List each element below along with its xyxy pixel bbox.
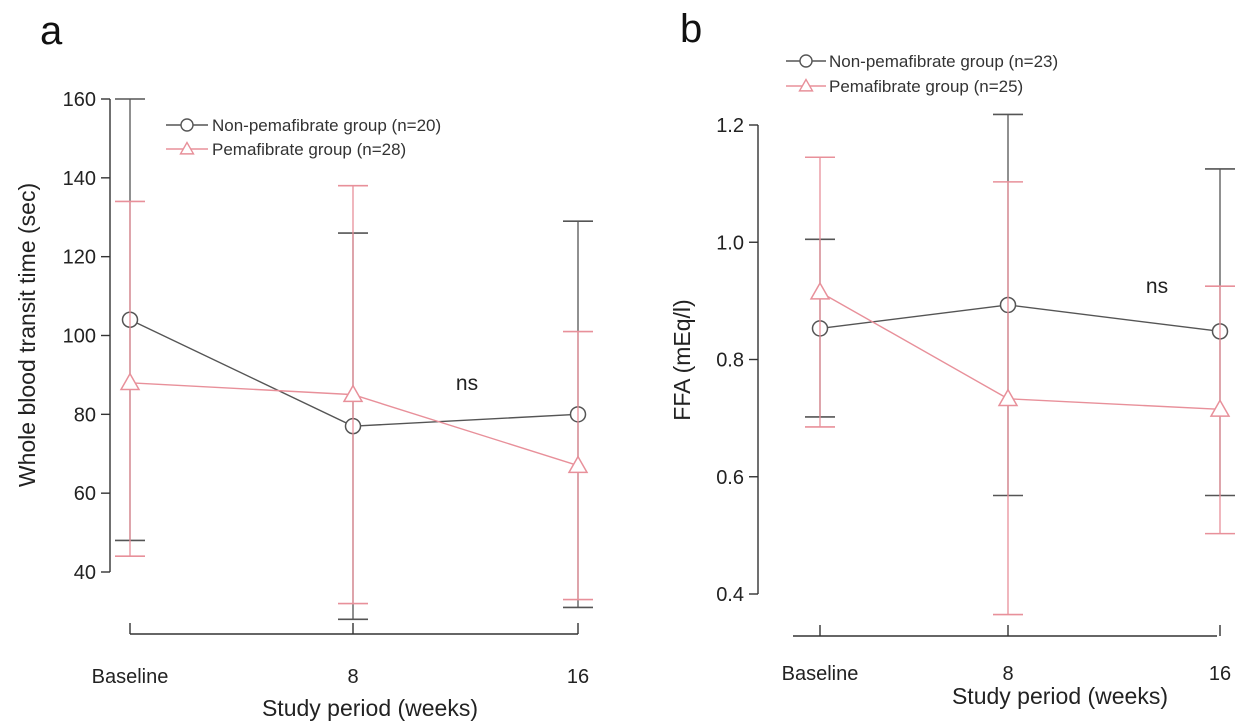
- legend-marker-triangle: [179, 141, 195, 155]
- legend-label: Pemafibrate group (n=25): [829, 77, 1023, 96]
- data-point-triangle: [119, 372, 141, 391]
- x-tick-label: Baseline: [92, 666, 169, 688]
- x-axis-title: Study period (weeks): [262, 695, 478, 721]
- y-tick-label: 160: [63, 89, 96, 111]
- chart-panel-b: b 0.4 0.6 0.8 1.0 1.2 FFA (mEq/l) Baseline 8 16 St…: [669, 7, 1235, 709]
- y-tick-label: 0.8: [716, 350, 744, 372]
- panel-label: a: [40, 9, 63, 53]
- x-tick-label: 8: [1002, 663, 1013, 685]
- x-tick-label: 16: [567, 666, 589, 688]
- series-pemafibrate: [115, 184, 593, 605]
- y-tick-label: 40: [74, 562, 96, 584]
- legend-label: Pemafibrate group (n=28): [212, 140, 406, 159]
- y-tick-label: 80: [74, 404, 96, 426]
- y-axis-title: FFA (mEq/l): [669, 299, 695, 420]
- series-non-pemafibrate: [805, 113, 1235, 497]
- y-tick-label: 0.4: [716, 584, 744, 606]
- y-tick-label: 1.2: [716, 115, 744, 137]
- x-tick-label: Baseline: [782, 663, 859, 685]
- annotation-ns: ns: [456, 372, 478, 395]
- data-point-triangle: [997, 388, 1019, 407]
- legend-marker-circle: [799, 54, 813, 68]
- legend-marker-circle: [180, 118, 194, 132]
- y-tick-label: 100: [63, 326, 96, 348]
- data-point-triangle: [567, 455, 589, 474]
- legend-label: Non-pemafibrate group (n=20): [212, 116, 441, 135]
- series-line: [129, 319, 579, 427]
- x-tick-label: 16: [1209, 663, 1231, 685]
- x-tick-label: 8: [347, 666, 358, 688]
- y-tick-label: 60: [74, 483, 96, 505]
- data-point-triangle: [342, 384, 364, 403]
- series-line: [819, 291, 1221, 411]
- y-tick-label: 0.6: [716, 467, 744, 489]
- series-pemafibrate: [805, 156, 1235, 616]
- data-point-triangle: [1209, 398, 1231, 417]
- panel-label: b: [680, 7, 702, 51]
- legend-label: Non-pemafibrate group (n=23): [829, 52, 1058, 71]
- y-tick-label: 120: [63, 247, 96, 269]
- legend-marker-triangle: [798, 78, 814, 92]
- series-line: [819, 304, 1221, 333]
- series-non-pemafibrate: [115, 98, 593, 621]
- legend: Non-pemafibrate group (n=23) Pemafibrate …: [786, 52, 1058, 96]
- legend: Non-pemafibrate group (n=20) Pemafibrate …: [166, 116, 441, 159]
- data-point-triangle: [809, 281, 831, 300]
- annotation-ns: ns: [1146, 275, 1168, 298]
- y-tick-label: 1.0: [716, 232, 744, 254]
- x-axis-title: Study period (weeks): [952, 683, 1168, 709]
- y-axis-title: Whole blood transit time (sec): [14, 183, 40, 487]
- y-tick-label: 140: [63, 168, 96, 190]
- chart-panel-a: a 40 60 80 100 120 140 160 Whole blood transit t…: [14, 9, 593, 721]
